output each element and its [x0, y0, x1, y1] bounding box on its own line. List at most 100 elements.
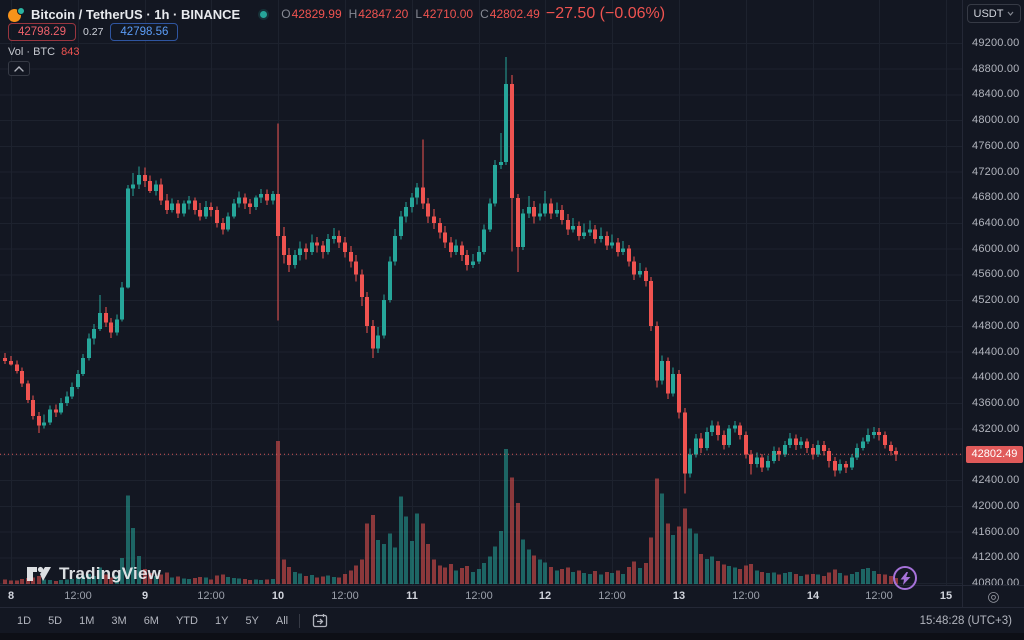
- volume-bar: [131, 527, 135, 584]
- range-button-1y[interactable]: 1Y: [214, 614, 229, 627]
- candle-wick: [622, 241, 624, 256]
- candle-body: [655, 325, 659, 381]
- toolbar-divider: [299, 613, 301, 628]
- candle-wick: [43, 414, 45, 429]
- volume-bar: [148, 573, 152, 584]
- candle-body: [3, 358, 7, 362]
- candle-body: [577, 226, 581, 236]
- candle-body: [137, 174, 141, 185]
- volume-bar: [660, 493, 664, 584]
- price-change: −27.50 (−0.06%): [545, 5, 666, 22]
- range-button-3m[interactable]: 3M: [111, 614, 127, 627]
- volume-bar: [126, 495, 130, 584]
- candle-body: [760, 457, 764, 468]
- candle-body: [54, 409, 58, 413]
- price-axis[interactable]: USDT 49200.00 48800.00 48400.00 48000.00 476…: [962, 0, 1024, 589]
- candle-body: [666, 361, 670, 394]
- candle-body: [70, 386, 74, 397]
- price-tick-label: 45200.00: [972, 294, 1020, 307]
- candle-body: [410, 197, 414, 207]
- price-tick-label: 43600.00: [972, 397, 1020, 409]
- range-button-6m[interactable]: 6M: [143, 614, 159, 627]
- candle-body: [415, 187, 419, 198]
- candle-body: [176, 203, 180, 214]
- candle-body: [861, 441, 865, 448]
- candle-wick: [583, 223, 585, 240]
- range-button-ytd[interactable]: YTD: [175, 614, 198, 627]
- candle-body: [371, 325, 375, 349]
- candle-body: [59, 403, 63, 413]
- volume-bar: [855, 571, 859, 584]
- candle-body: [571, 226, 575, 230]
- volume-bar: [510, 477, 514, 584]
- volume-bar: [488, 556, 492, 584]
- volume-bar: [154, 576, 158, 584]
- bid-ask-row: 42798.29 0.27 42798.56: [8, 23, 179, 41]
- volume-bar: [527, 549, 531, 584]
- chevron-up-icon: [14, 65, 24, 72]
- market-status-dot-icon[interactable]: [260, 10, 268, 18]
- sell-button[interactable]: 42798.29: [8, 23, 76, 41]
- candle-body: [660, 361, 664, 381]
- volume-bar: [538, 559, 542, 584]
- candle-body: [92, 329, 96, 339]
- volume-bar: [454, 570, 458, 584]
- candlestick-chart[interactable]: [0, 0, 962, 585]
- candle-body: [187, 200, 191, 204]
- volume-bar: [426, 543, 430, 584]
- volume-bar: [165, 572, 169, 584]
- volume-bar: [365, 523, 369, 584]
- candle-body: [588, 229, 592, 233]
- time-tick-label: 9: [141, 590, 149, 602]
- time-axis[interactable]: 8 12:00 9 12:00 10 12:00 11 12:00 12 12:00 13 12:00…: [0, 585, 962, 607]
- chart-canvas[interactable]: [0, 0, 962, 585]
- volume-bar: [560, 568, 564, 584]
- range-button-5y[interactable]: 5Y: [245, 614, 259, 627]
- volume-bar: [688, 528, 692, 584]
- go-to-date-button[interactable]: [308, 611, 333, 630]
- candle-body: [688, 454, 692, 474]
- buy-button[interactable]: 42798.56: [110, 23, 179, 41]
- range-button-1d[interactable]: 1D: [17, 614, 32, 627]
- candle-body: [198, 210, 202, 217]
- candle-body: [822, 444, 826, 452]
- candle-body: [426, 203, 430, 217]
- candle-body: [694, 438, 698, 455]
- scale-settings-corner[interactable]: ◎: [962, 585, 1024, 607]
- clock-timezone-button[interactable]: 15:48:28 (UTC+3): [919, 614, 1012, 627]
- candle-wick: [600, 227, 602, 243]
- candle-body: [527, 206, 531, 214]
- volume-bar: [577, 570, 581, 584]
- candle-body: [48, 409, 52, 423]
- candle-body: [15, 364, 19, 371]
- currency-toggle-button[interactable]: USDT: [967, 4, 1021, 23]
- candle-body: [65, 396, 69, 403]
- range-button-all[interactable]: All: [275, 614, 289, 627]
- range-button-5d[interactable]: 5D: [48, 614, 63, 627]
- candle-wick: [500, 133, 502, 169]
- candle-body: [215, 210, 219, 223]
- volume-bar: [655, 478, 659, 584]
- candle-body: [254, 197, 258, 207]
- range-button-1m[interactable]: 1M: [79, 614, 95, 627]
- candle-body: [37, 415, 41, 426]
- candle-body: [560, 210, 564, 220]
- candle-body: [677, 374, 681, 413]
- candle-body: [282, 235, 286, 256]
- time-tick-label: 11: [406, 590, 418, 602]
- volume-indicator-label: Vol · BTC: [8, 46, 56, 58]
- symbol-title[interactable]: Bitcoin / TetherUS · 1h · BINANCE: [31, 6, 241, 22]
- volume-bar: [282, 559, 286, 584]
- boost-button[interactable]: [893, 566, 917, 590]
- candle-body: [722, 435, 726, 445]
- candle-body: [794, 438, 798, 445]
- last-price-badge[interactable]: 42802.49: [966, 445, 1023, 463]
- volume-bar: [143, 568, 147, 584]
- volume-bar: [549, 566, 553, 584]
- candle-body: [126, 188, 130, 288]
- candle-body: [343, 242, 347, 252]
- candle-body: [454, 245, 458, 252]
- pane-collapse-button[interactable]: [8, 61, 30, 76]
- volume-bar: [9, 580, 13, 584]
